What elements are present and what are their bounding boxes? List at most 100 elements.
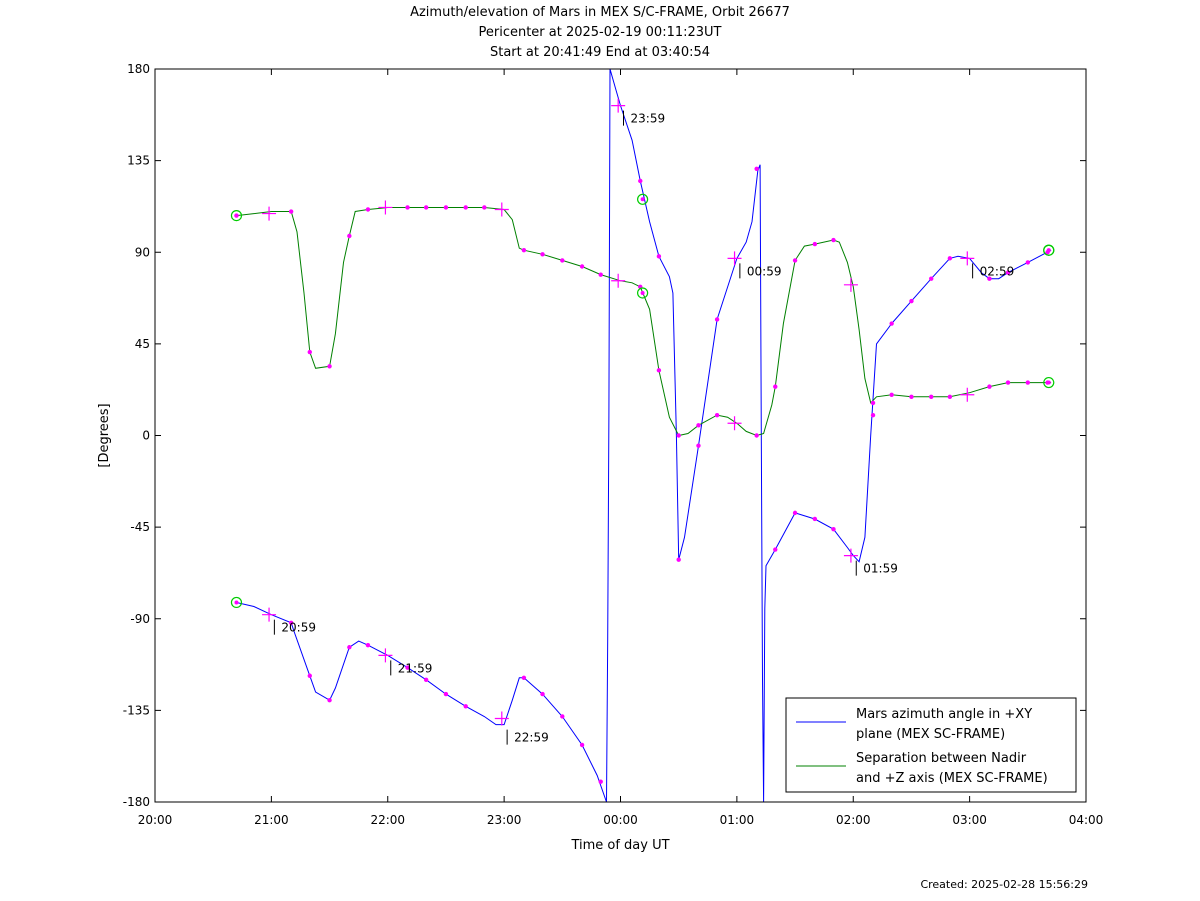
data-point	[947, 256, 953, 261]
data-point	[889, 392, 894, 397]
data-point	[909, 394, 914, 400]
data-point	[347, 645, 352, 650]
series-line-1	[236, 207, 1052, 437]
data-point	[423, 677, 429, 683]
data-point	[598, 272, 603, 277]
y-tick-label: -45	[130, 520, 150, 534]
data-point	[288, 620, 294, 626]
data-point	[947, 394, 953, 400]
data-point	[792, 510, 798, 516]
legend-label-separation-line1: Separation between Nadir	[856, 751, 1027, 766]
title-line-2: Pericenter at 2025-02-19 00:11:23UT	[478, 25, 721, 40]
time-annotation: 23:59	[631, 112, 666, 126]
data-point	[696, 423, 701, 428]
data-point	[676, 557, 681, 562]
data-point	[307, 349, 312, 355]
data-point	[560, 714, 565, 719]
data-point	[1005, 380, 1011, 385]
data-point	[307, 673, 312, 678]
hour-cross-marker	[843, 548, 858, 563]
hour-cross-marker	[262, 206, 277, 221]
time-annotation: 02:59	[980, 264, 1015, 278]
data-point	[714, 412, 720, 418]
series-layer	[230, 69, 1055, 802]
data-point	[347, 233, 352, 239]
endpoint-circle-marker	[637, 193, 649, 205]
endpoint-circle-marker	[230, 596, 243, 609]
data-point	[754, 166, 759, 171]
data-point	[288, 209, 294, 214]
time-annotation: 00:59	[747, 264, 782, 278]
data-point	[1025, 260, 1031, 265]
y-tick-label: -135	[123, 703, 150, 717]
legend-label-azimuth-line2: plane (MEX SC-FRAME)	[856, 727, 1005, 742]
x-tick-label: 01:00	[720, 813, 755, 827]
data-point	[560, 258, 565, 263]
x-tick-label: 04:00	[1069, 813, 1104, 827]
data-point	[1005, 270, 1011, 275]
x-axis-label: Time of day UT	[570, 838, 669, 853]
endpoint-dot	[234, 600, 239, 605]
data-point	[443, 691, 449, 697]
y-tick-label: -90	[130, 612, 150, 626]
data-point	[831, 237, 836, 243]
data-point	[463, 704, 468, 709]
data-point	[327, 697, 332, 703]
data-point	[696, 443, 701, 448]
hour-cross-marker	[378, 648, 393, 663]
hour-cross-marker	[727, 251, 742, 266]
plot-frame	[154, 68, 1087, 803]
x-tick-label: 21:00	[254, 813, 289, 827]
data-point	[773, 547, 778, 552]
annotations: 20:59 21:59 22:59 23:59 00:59 01:59 02:59	[273, 110, 1015, 745]
data-point	[443, 205, 449, 210]
endpoint-dot	[234, 213, 239, 218]
series-line-0	[236, 69, 1052, 802]
endpoint-circle-marker	[1043, 244, 1055, 256]
data-point	[405, 665, 410, 670]
legend-box	[785, 697, 1077, 793]
x-tick-label: 03:00	[952, 813, 987, 827]
x-tick-label: 02:00	[836, 813, 871, 827]
data-point	[929, 394, 934, 400]
hour-cross-marker	[611, 273, 626, 288]
hour-cross-marker	[960, 387, 975, 402]
data-point	[579, 742, 585, 748]
title-line-1: Azimuth/elevation of Mars in MEX S/C-FRA…	[410, 5, 790, 20]
y-axis-label: [Degrees]	[97, 403, 112, 467]
hour-cross-marker	[378, 200, 393, 215]
data-point	[540, 252, 545, 257]
data-point	[579, 264, 585, 269]
hour-cross-marker	[262, 607, 277, 622]
data-point	[987, 276, 992, 281]
endpoint-circle-marker	[637, 287, 649, 299]
legend: Mars azimuth angle in +XY plane (MEX SC-…	[785, 697, 1077, 793]
time-annotation: 22:59	[514, 731, 549, 745]
data-point	[773, 384, 778, 389]
data-point	[327, 364, 332, 369]
time-annotation: 20:59	[281, 621, 316, 635]
endpoint-dot	[640, 197, 645, 202]
hour-cross-marker	[843, 277, 858, 292]
data-point	[405, 205, 410, 210]
time-annotation: 01:59	[863, 562, 898, 576]
y-tick-label: 135	[127, 154, 150, 168]
x-tick-label: 20:00	[138, 813, 173, 827]
hour-cross-marker	[494, 711, 509, 726]
legend-label-separation-line2: and +Z axis (MEX SC-FRAME)	[856, 771, 1048, 786]
data-point	[521, 675, 527, 680]
data-point	[929, 276, 934, 281]
data-point	[987, 384, 992, 389]
data-point	[870, 412, 876, 418]
endpoint-circle-marker	[230, 210, 243, 222]
data-point	[812, 241, 818, 247]
y-tick-label: 180	[127, 62, 150, 76]
data-point	[365, 643, 371, 648]
data-point	[656, 254, 662, 259]
data-point	[482, 205, 487, 210]
data-point	[638, 178, 643, 184]
data-point	[889, 321, 894, 326]
data-point	[870, 400, 876, 406]
hour-cross-marker	[611, 98, 626, 113]
